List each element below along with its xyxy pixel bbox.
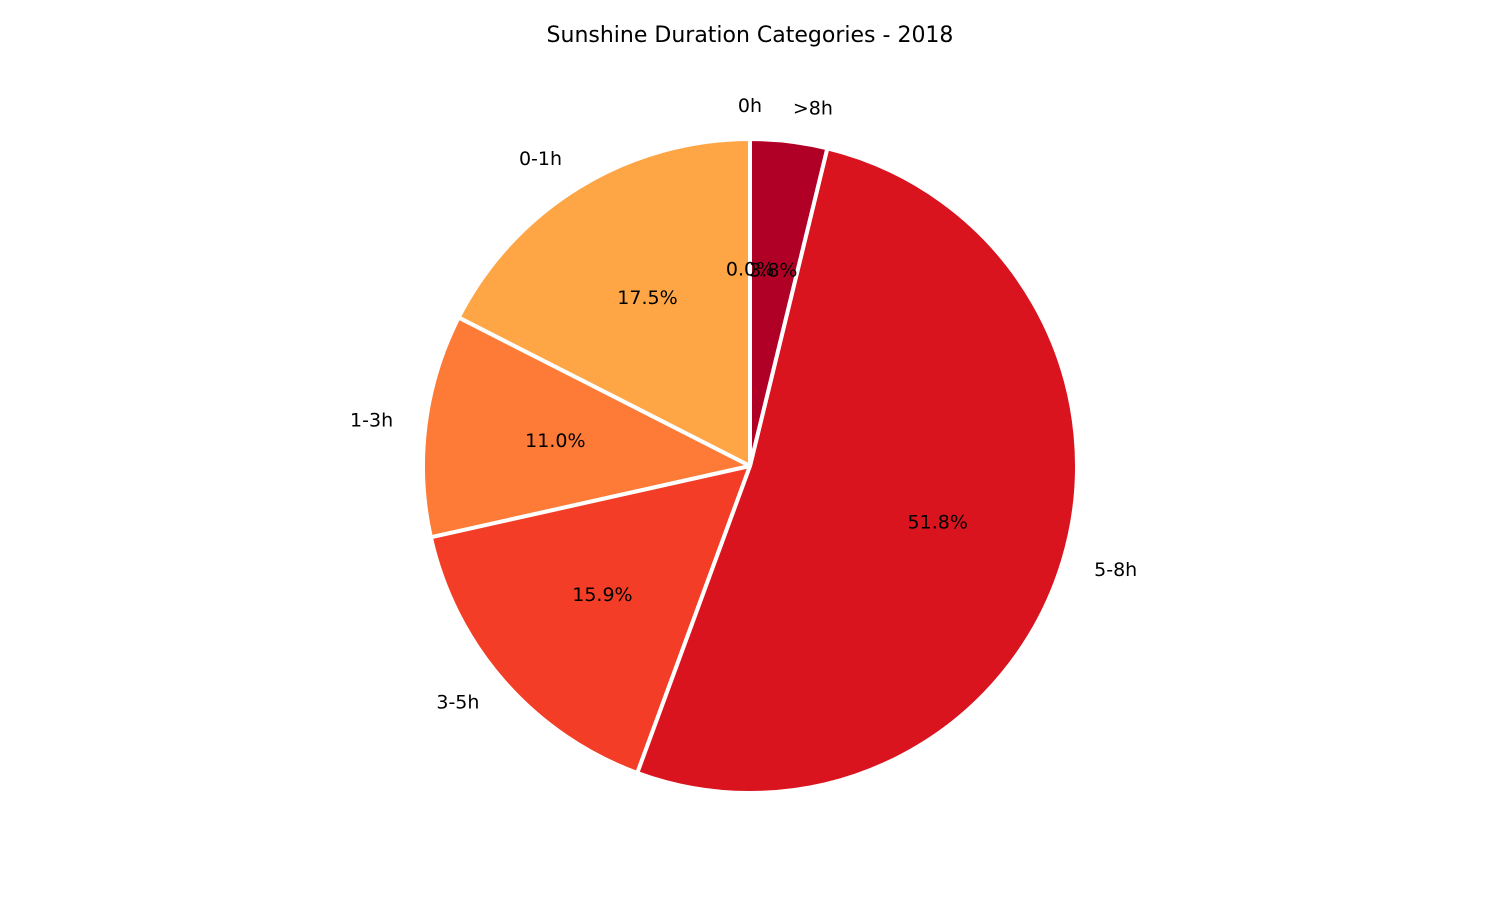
slice-label-5-8h: 5-8h — [1094, 559, 1137, 581]
pie-wedges — [421, 137, 1079, 795]
pie-labels: 0h 0.0% 0-1h 17.5% 1-3h 11.0% 3-5h 15.9% 5-8h 51.… — [350, 95, 1137, 714]
slice-label-3-5h: 3-5h — [436, 692, 479, 714]
slice-label-0-1h: 0-1h — [519, 148, 562, 170]
pie-slice-5-8h — [635, 146, 1079, 795]
slice-label-gt-8h: >8h — [793, 97, 833, 119]
pie-slice-gt-8h — [748, 137, 830, 468]
slice-percent-3-5h: 15.9% — [572, 584, 632, 606]
chart-title: Sunshine Duration Categories - 2018 — [547, 23, 954, 48]
slice-percent-5-8h: 51.8% — [908, 512, 968, 534]
slice-percent-0h: 0.0% — [726, 258, 774, 280]
slice-percent-gt-8h: 3.8% — [749, 260, 797, 282]
slice-label-0h: 0h — [738, 95, 762, 117]
slice-percent-1-3h: 11.0% — [525, 430, 585, 452]
slice-label-1-3h: 1-3h — [350, 409, 393, 431]
pie-slice-0-1h — [456, 137, 752, 468]
slice-percent-0-1h: 17.5% — [617, 287, 677, 309]
pie-slice-3-5h — [428, 464, 752, 775]
